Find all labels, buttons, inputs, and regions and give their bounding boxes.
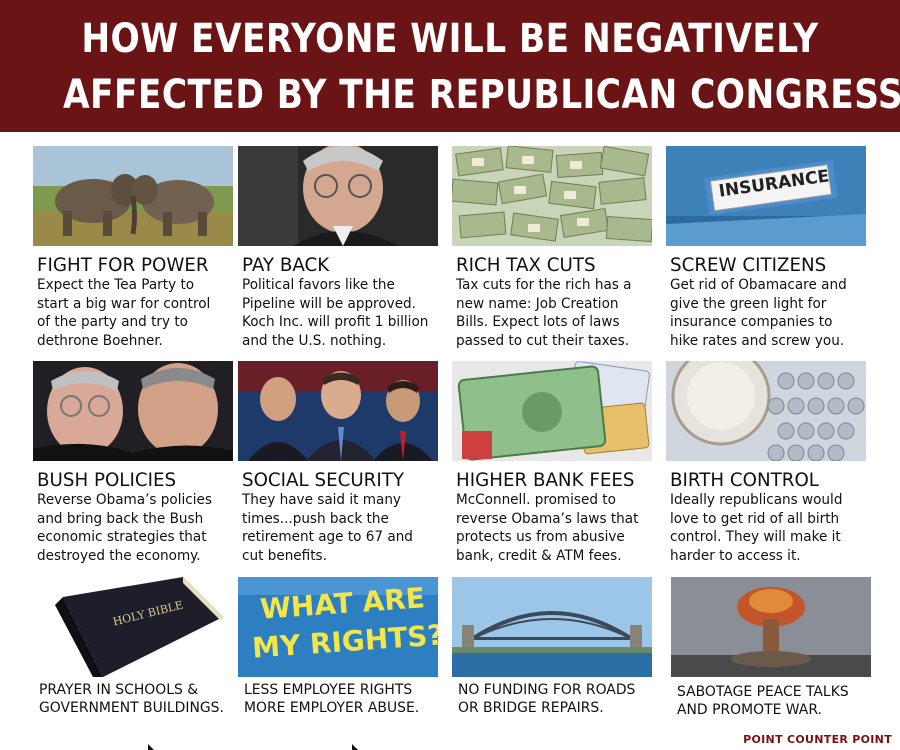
harbour-bridge-photo [452, 577, 652, 677]
item-birth-control: BIRTH CONTROL Ideally republicans would … [666, 361, 866, 571]
item-heading: FIGHT FOR POWER [37, 254, 209, 276]
item-screw-citizens: INSURANCE SCREW CITIZENS Get rid of Obam… [666, 146, 866, 356]
item-body: Reverse Obama’s policies and bring back … [37, 492, 212, 564]
credit-cards-photo [452, 361, 652, 461]
item-heading: BIRTH CONTROL [670, 469, 819, 491]
item-higher-bank-fees: HIGHER BANK FEES McConnell. promised to … [452, 361, 652, 571]
arrow-icon [352, 744, 358, 750]
item-caption: LESS EMPLOYEE RIGHTS MORE EMPLOYER ABUSE… [244, 682, 420, 716]
item-heading: BUSH POLICIES [37, 469, 177, 491]
credit-text: POINT COUNTER POINT [743, 733, 892, 746]
item-body: Ideally republicans would love to get ri… [670, 492, 843, 564]
item-employee-rights: WHAT ARE MY RIGHTS? LESS EMPLOYEE RIGHTS… [238, 577, 438, 727]
item-heading: SOCIAL SECURITY [242, 469, 405, 491]
title-line-1: HOW EVERYONE WILL BE NEGATIVELY [81, 16, 819, 62]
title-line-2: AFFECTED BY THE REPUBLICAN CONGRESS [63, 72, 900, 118]
bible-photo: HOLY BIBLE [33, 577, 233, 677]
item-heading: PAY BACK [242, 254, 330, 276]
politicians-portrait-photo [33, 361, 233, 461]
man-portrait-photo [238, 146, 438, 246]
item-body: Political favors like the Pipeline will … [242, 277, 429, 349]
item-body: Get rid of Obamacare and give the green … [670, 277, 847, 349]
item-caption: NO FUNDING FOR ROADS OR BRIDGE REPAIRS. [458, 682, 636, 716]
insurance-folder-photo: INSURANCE [666, 146, 866, 246]
elephants-photo [33, 146, 233, 246]
what-are-my-rights-photo: WHAT ARE MY RIGHTS? [238, 577, 438, 677]
item-body: They have said it many times...push back… [242, 492, 413, 564]
item-heading: RICH TAX CUTS [456, 254, 596, 276]
money-stacks-photo [452, 146, 652, 246]
item-heading: SCREW CITIZENS [670, 254, 827, 276]
item-heading: HIGHER BANK FEES [456, 469, 635, 491]
item-body: Tax cuts for the rich has a new name: Jo… [456, 277, 632, 349]
item-body: Expect the Tea Party to start a big war … [37, 277, 211, 349]
item-social-security: SOCIAL SECURITY They have said it many t… [238, 361, 438, 571]
three-politicians-photo [238, 361, 438, 461]
item-bush-policies: BUSH POLICIES Reverse Obama’s policies a… [33, 361, 233, 571]
item-pay-back: PAY BACK Political favors like the Pipel… [238, 146, 438, 356]
item-peace-talks: SABOTAGE PEACE TALKS AND PROMOTE WAR. [671, 577, 871, 727]
item-prayer-in-schools: HOLY BIBLE PRAYER IN SCHOOLS & GOVERNMEN… [33, 577, 233, 727]
item-caption: SABOTAGE PEACE TALKS AND PROMOTE WAR. [677, 684, 849, 718]
item-fight-for-power: FIGHT FOR POWER Expect the Tea Party to … [33, 146, 233, 356]
item-caption: PRAYER IN SCHOOLS & GOVERNMENT BUILDINGS… [39, 682, 224, 716]
mushroom-cloud-photo [671, 577, 871, 677]
item-roads-bridges: NO FUNDING FOR ROADS OR BRIDGE REPAIRS. [452, 577, 652, 727]
item-body: McConnell. promised to reverse Obama’s l… [456, 492, 639, 564]
arrow-icon [148, 744, 154, 750]
birth-control-pills-photo [666, 361, 866, 461]
item-rich-tax-cuts: RICH TAX CUTS Tax cuts for the rich has … [452, 146, 652, 356]
title-banner: HOW EVERYONE WILL BE NEGATIVELY AFFECTED… [0, 0, 900, 132]
